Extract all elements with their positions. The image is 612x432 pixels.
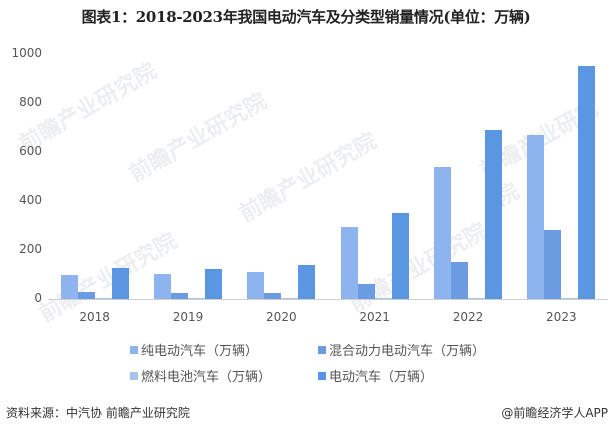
bar-2018-series-0 — [60, 274, 78, 299]
bar-2019-series-0 — [154, 274, 171, 299]
bar-2020-series-0 — [247, 271, 265, 299]
chart-title: 图表1：2018-2023年我国电动汽车及分类型销量情况(单位：万辆) — [81, 8, 531, 26]
legend-swatch — [318, 345, 326, 354]
bar-2021-series-0 — [340, 227, 358, 299]
bar-2023-series-2 — [561, 298, 579, 299]
x-tick-label: 2021 — [359, 310, 390, 324]
legend-label: 燃料电池汽车（万辆） — [141, 370, 272, 385]
bar-2020-series-1 — [264, 292, 282, 299]
legend-item-phev: 混合动力电动汽车（万辆） — [318, 340, 485, 359]
bar-2018-series-3 — [111, 268, 129, 299]
bar-2019-series-3 — [205, 269, 222, 299]
x-axis-line — [48, 299, 608, 300]
x-tick-label: 2018 — [79, 310, 110, 324]
bar-2021-series-1 — [357, 284, 375, 299]
legend-label: 纯电动汽车（万辆） — [141, 344, 259, 359]
legend-swatch — [130, 345, 138, 354]
bar-2023-series-3 — [578, 66, 596, 299]
y-tick-label: 1000 — [11, 46, 42, 60]
bar-2019-series-2 — [188, 298, 205, 299]
watermark: 前瞻产业研究院 — [345, 218, 492, 318]
y-tick-label: 600 — [19, 144, 42, 158]
x-tick-label: 2020 — [266, 310, 297, 324]
x-tick-label: 2022 — [452, 310, 484, 324]
bar-2022-series-2 — [468, 298, 485, 299]
y-tick-label: 200 — [19, 242, 42, 256]
credit-note: @前瞻经济学人APP — [501, 406, 608, 420]
legend-swatch — [130, 371, 138, 380]
y-tick-label: 0 — [34, 291, 42, 305]
bar-2018-series-2 — [94, 298, 112, 299]
legend-swatch — [318, 371, 326, 380]
bar-2021-series-3 — [391, 212, 409, 299]
x-tick-label: 2023 — [546, 310, 577, 324]
legend-label: 混合动力电动汽车（万辆） — [329, 344, 486, 359]
legend-item-bev: 纯电动汽车（万辆） — [130, 340, 258, 359]
watermark: 前瞻产业研究院 — [125, 88, 272, 188]
bar-2019-series-1 — [171, 292, 188, 299]
y-tick-label: 400 — [19, 193, 42, 207]
bar-2023-series-1 — [544, 230, 562, 299]
bar-2022-series-0 — [434, 167, 451, 299]
bar-2021-series-2 — [374, 298, 392, 299]
x-tick-label: 2019 — [172, 310, 204, 324]
legend-label: 电动汽车（万辆） — [329, 370, 434, 385]
legend-item-ev: 电动汽车（万辆） — [318, 366, 433, 385]
bar-2018-series-1 — [77, 292, 95, 299]
bar-2022-series-1 — [451, 261, 468, 299]
legend-item-fcev: 燃料电池汽车（万辆） — [130, 366, 271, 385]
watermark: 前瞻产业研究院 — [235, 128, 382, 228]
y-tick-label: 800 — [19, 95, 42, 109]
bar-2020-series-3 — [298, 265, 316, 299]
bar-2022-series-3 — [485, 130, 502, 299]
bar-2023-series-0 — [527, 134, 545, 299]
source-note: 资料来源：中汽协 前瞻产业研究院 — [6, 406, 190, 420]
bar-2020-series-2 — [281, 298, 299, 299]
